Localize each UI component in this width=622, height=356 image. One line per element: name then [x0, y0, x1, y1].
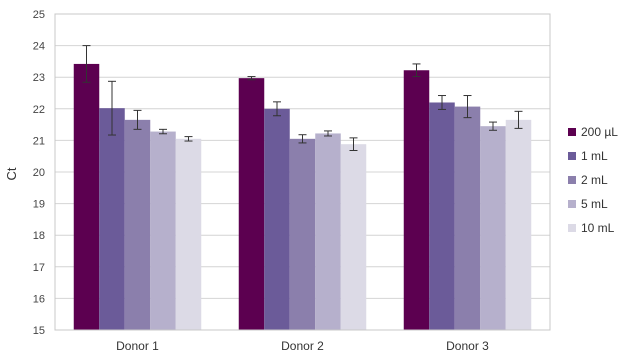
y-tick-label: 24	[33, 41, 45, 53]
bar	[340, 144, 367, 330]
bars	[73, 63, 532, 331]
x-axis-categories: Donor 1 Donor 2 Donor 3	[116, 339, 489, 353]
y-tick-label: 22	[33, 104, 45, 116]
y-tick-label: 17	[33, 262, 45, 274]
y-tick-label: 25	[33, 9, 45, 21]
legend-label: 1 mL	[581, 149, 608, 163]
bar	[454, 106, 481, 330]
legend-swatch	[568, 152, 576, 160]
bar	[99, 108, 125, 330]
y-tick-label: 16	[33, 293, 45, 305]
bar	[124, 119, 151, 330]
legend-swatch	[568, 176, 576, 184]
plot-frame	[54, 13, 551, 331]
legend-label: 10 mL	[581, 221, 615, 235]
y-tick-label: 18	[33, 230, 45, 242]
legend-label: 2 mL	[581, 173, 608, 187]
y-tick-label: 15	[33, 325, 45, 337]
x-category-label: Donor 1	[116, 339, 159, 353]
bar	[150, 131, 176, 330]
legend-label: 200 µL	[581, 125, 618, 139]
bar	[403, 70, 430, 331]
y-tick-label: 21	[33, 135, 45, 147]
bar	[264, 108, 290, 330]
y-tick-label: 19	[33, 199, 45, 211]
bar	[73, 63, 100, 330]
x-category-label: Donor 3	[446, 339, 489, 353]
legend-swatch	[568, 200, 576, 208]
y-tick-label: 23	[33, 72, 45, 84]
legend: 200 µL 1 mL 2 mL 5 mL 10 mL	[568, 125, 618, 235]
legend-swatch	[568, 224, 576, 232]
bar	[505, 119, 532, 330]
y-axis-label: Ct	[4, 167, 19, 180]
bar	[289, 138, 316, 330]
bar	[175, 138, 202, 330]
y-axis-ticks: 15 16 17 18 19 20 21 22 23 24 25	[33, 9, 45, 337]
legend-swatch	[568, 128, 576, 136]
error-bars	[82, 45, 523, 152]
bar	[480, 126, 506, 331]
bar	[429, 102, 455, 330]
y-tick-label: 20	[33, 167, 45, 179]
legend-label: 5 mL	[581, 197, 608, 211]
x-category-label: Donor 2	[281, 339, 324, 353]
bar	[238, 78, 265, 330]
bar	[315, 133, 341, 330]
